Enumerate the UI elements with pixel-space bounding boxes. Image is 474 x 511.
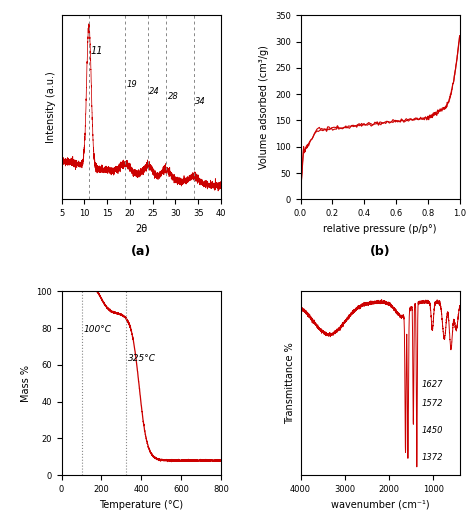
X-axis label: wavenumber (cm⁻¹): wavenumber (cm⁻¹): [331, 500, 429, 509]
Text: 1372: 1372: [422, 453, 443, 462]
X-axis label: relative pressure (p/p°): relative pressure (p/p°): [323, 224, 437, 234]
Text: 1450: 1450: [422, 426, 443, 435]
Text: 325°C: 325°C: [128, 354, 156, 363]
Text: 11: 11: [90, 46, 103, 56]
Text: 19: 19: [127, 80, 137, 89]
Y-axis label: Mass %: Mass %: [20, 365, 31, 402]
Text: (b): (b): [370, 245, 391, 258]
Y-axis label: Intensity (a.u.): Intensity (a.u.): [46, 72, 56, 143]
Text: 28: 28: [168, 92, 178, 101]
Text: (a): (a): [131, 245, 151, 258]
X-axis label: Temperature (°C): Temperature (°C): [99, 500, 183, 509]
Text: 34: 34: [195, 97, 206, 106]
X-axis label: 2θ: 2θ: [135, 224, 147, 234]
Y-axis label: Volume adsorbed (cm³/g): Volume adsorbed (cm³/g): [259, 45, 269, 169]
Text: 24: 24: [149, 87, 160, 96]
Text: 100°C: 100°C: [83, 325, 111, 334]
Text: 1627: 1627: [422, 381, 443, 389]
Y-axis label: Transmittance %: Transmittance %: [285, 342, 295, 424]
Text: 1572: 1572: [422, 399, 443, 408]
